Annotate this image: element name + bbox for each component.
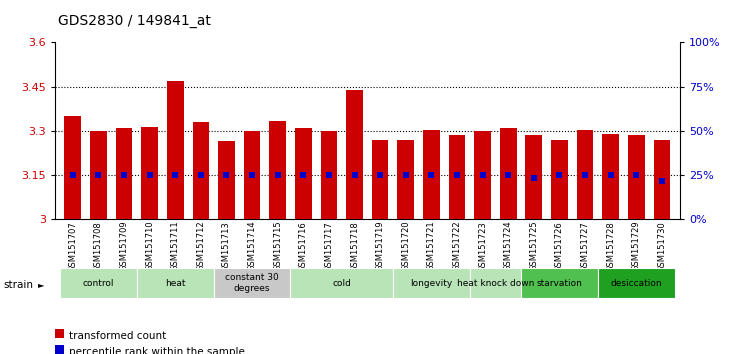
Bar [398,140,414,219]
Bar [449,136,466,219]
Bar [654,140,670,219]
Bar [269,121,286,219]
Bar [577,130,594,219]
Bar [470,268,521,298]
Bar [167,81,183,219]
Text: cold: cold [333,279,351,288]
Text: GDS2830 / 149841_at: GDS2830 / 149841_at [58,14,211,28]
Text: constant 30
degrees: constant 30 degrees [225,274,279,293]
Bar [598,268,675,298]
Bar [290,268,393,298]
Bar [500,128,517,219]
Bar [192,122,209,219]
Text: heat knock down: heat knock down [457,279,534,288]
Bar [137,268,213,298]
Bar [423,130,439,219]
Text: control: control [83,279,114,288]
Text: strain: strain [4,280,34,290]
Bar [602,134,619,219]
Bar [60,268,137,298]
Text: longevity: longevity [410,279,452,288]
Bar [115,128,132,219]
Bar [141,127,158,219]
Text: transformed count: transformed count [69,331,167,341]
Text: desiccation: desiccation [610,279,662,288]
Text: heat: heat [165,279,186,288]
Bar [628,136,645,219]
Bar [393,268,470,298]
Bar [321,131,337,219]
Bar [474,131,491,219]
Text: starvation: starvation [537,279,583,288]
Bar [372,140,388,219]
Bar [218,141,235,219]
Bar [346,90,363,219]
Bar [295,128,311,219]
Bar [521,268,598,298]
Bar [64,116,81,219]
Bar [90,131,107,219]
Bar [243,131,260,219]
Bar [213,268,290,298]
Bar [551,140,568,219]
Text: ►: ► [38,280,45,290]
Bar [526,136,542,219]
Text: percentile rank within the sample: percentile rank within the sample [69,347,246,354]
